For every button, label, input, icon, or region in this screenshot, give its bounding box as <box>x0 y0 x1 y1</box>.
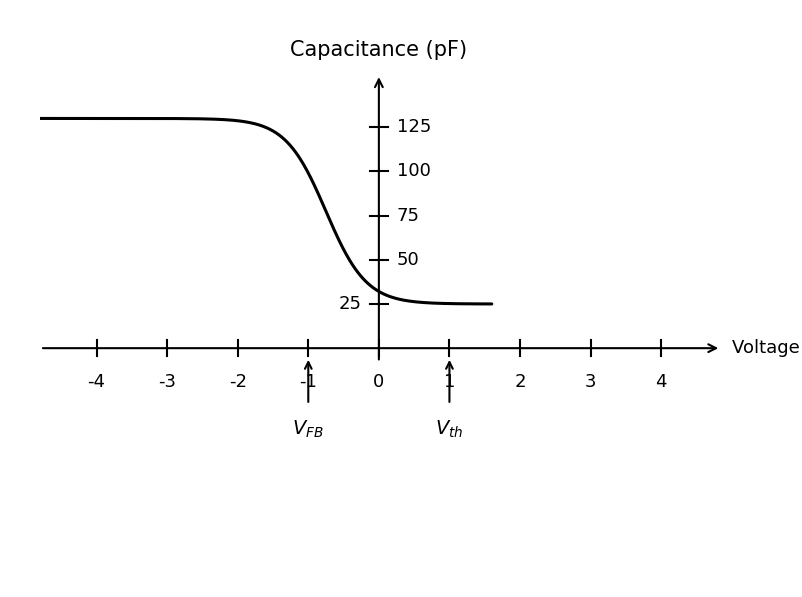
Text: 75: 75 <box>396 207 419 224</box>
Text: 4: 4 <box>655 373 667 391</box>
Text: 1: 1 <box>444 373 455 391</box>
Text: 2: 2 <box>514 373 526 391</box>
Text: 3: 3 <box>585 373 597 391</box>
Text: Capacitance (pF): Capacitance (pF) <box>290 40 468 60</box>
Text: $V_{th}$: $V_{th}$ <box>435 419 464 440</box>
Text: 50: 50 <box>396 251 419 269</box>
Text: -4: -4 <box>87 373 106 391</box>
Text: 25: 25 <box>338 295 361 313</box>
Text: -1: -1 <box>299 373 318 391</box>
Text: $V_{FB}$: $V_{FB}$ <box>293 419 324 440</box>
Text: -2: -2 <box>229 373 247 391</box>
Text: Voltage (V): Voltage (V) <box>731 339 802 357</box>
Text: -3: -3 <box>158 373 176 391</box>
Text: 100: 100 <box>396 162 431 180</box>
Text: 0: 0 <box>373 373 384 391</box>
Text: 125: 125 <box>396 118 431 136</box>
